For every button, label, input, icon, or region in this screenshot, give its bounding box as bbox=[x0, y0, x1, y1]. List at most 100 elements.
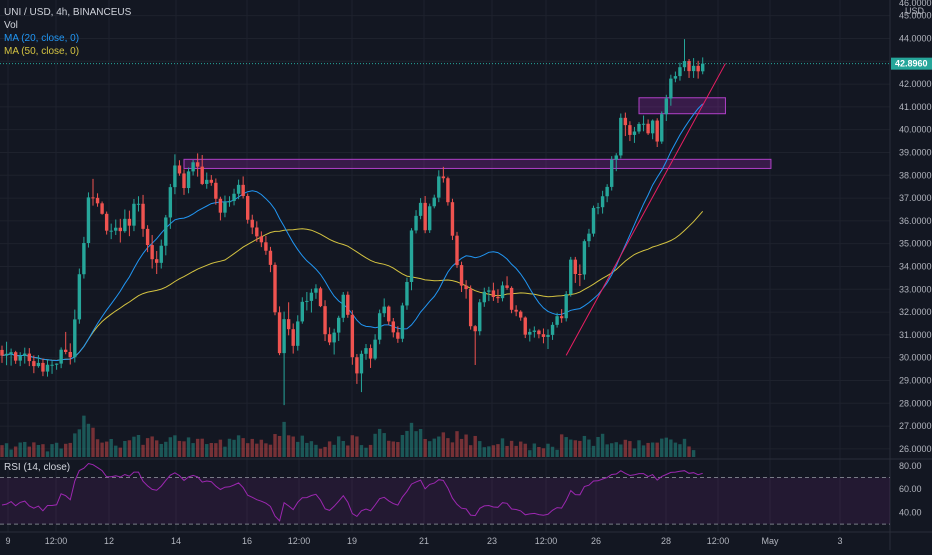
candle-body bbox=[314, 288, 318, 293]
volume-bar bbox=[259, 439, 264, 457]
candle-body bbox=[437, 176, 441, 198]
volume-bar bbox=[582, 435, 587, 457]
volume-bar bbox=[195, 438, 200, 457]
candle-body bbox=[669, 78, 673, 99]
price-tick-label: 41.0000 bbox=[899, 102, 932, 112]
volume-bar bbox=[45, 451, 50, 457]
volume-bar bbox=[669, 439, 673, 457]
time-axis: 9 12:00 12 14 16 12:00 19 21 23 12:00 26 28 12:00 May… bbox=[5, 536, 842, 546]
time-tick-label: 9 bbox=[5, 536, 10, 546]
volume-bar bbox=[232, 439, 236, 457]
volume-bar bbox=[564, 437, 568, 457]
candle-body bbox=[673, 76, 678, 79]
symbol-label[interactable]: UNI / USD, 4h, BINANCEUS bbox=[4, 7, 132, 18]
volume-bar bbox=[332, 444, 336, 457]
volume-bar bbox=[218, 439, 223, 457]
time-tick-label: 19 bbox=[347, 536, 357, 546]
volume-bar bbox=[32, 442, 36, 457]
rsi-legend: RSI (14, close) bbox=[4, 462, 71, 473]
candle-body bbox=[578, 274, 582, 276]
price-axis-unit: USD bbox=[905, 6, 925, 16]
candle-body bbox=[637, 123, 641, 132]
volume-bar bbox=[377, 428, 382, 457]
rsi-tick-label: 40.00 bbox=[899, 508, 922, 518]
volume-bar bbox=[487, 446, 491, 457]
volume-bar bbox=[59, 448, 63, 457]
volume-bar bbox=[428, 441, 432, 457]
volume-bar bbox=[141, 444, 145, 457]
volume-bar bbox=[182, 441, 186, 457]
volume-bar bbox=[318, 448, 323, 457]
candles bbox=[0, 39, 705, 406]
candle-body bbox=[132, 203, 136, 226]
volume-bar bbox=[473, 435, 477, 457]
candle-body bbox=[200, 166, 204, 184]
time-tick-label: 3 bbox=[837, 536, 842, 546]
price-tick-label: 45.0000 bbox=[899, 11, 932, 21]
volume-bar bbox=[432, 438, 436, 457]
volume-bar bbox=[655, 442, 659, 457]
volume-bar bbox=[559, 434, 564, 457]
candle-body bbox=[227, 201, 232, 203]
candle-body bbox=[387, 306, 391, 322]
candle-body bbox=[478, 302, 482, 332]
candle-body bbox=[555, 316, 559, 325]
candle-body bbox=[232, 193, 236, 202]
volume-bar bbox=[519, 441, 523, 457]
volume-bar bbox=[291, 436, 295, 457]
volume-label: Vol bbox=[4, 20, 18, 31]
volume-bar bbox=[478, 441, 482, 457]
candle-body bbox=[505, 285, 509, 288]
volume-bar bbox=[646, 442, 650, 457]
volume-bar bbox=[54, 442, 59, 457]
candle-body bbox=[377, 313, 382, 340]
volume-bar bbox=[82, 415, 86, 457]
candle-body bbox=[318, 288, 323, 307]
candle-body bbox=[418, 202, 423, 216]
candle-body bbox=[100, 203, 104, 214]
candle-body bbox=[186, 171, 191, 189]
volume-bar bbox=[450, 442, 455, 457]
candle-body bbox=[632, 131, 637, 135]
candle-body bbox=[264, 242, 268, 251]
volume-bar bbox=[177, 440, 182, 457]
volume-bar bbox=[95, 439, 100, 457]
candle-body bbox=[428, 206, 432, 231]
time-tick-label: 12:00 bbox=[535, 536, 558, 546]
volume-bar bbox=[150, 436, 154, 457]
volume-bar bbox=[227, 438, 232, 457]
volume-bar bbox=[36, 445, 41, 457]
volume-bar bbox=[614, 442, 618, 457]
volume-bar bbox=[623, 439, 628, 457]
volume-bar bbox=[236, 435, 241, 457]
volume-bar bbox=[541, 448, 546, 457]
volume-bar bbox=[455, 431, 459, 457]
candle-body bbox=[550, 324, 555, 335]
price-tick-label: 29.0000 bbox=[899, 375, 932, 385]
volume-bar bbox=[159, 443, 163, 457]
volume-bar bbox=[459, 438, 464, 457]
volume-bar bbox=[73, 433, 77, 457]
volume-bar bbox=[109, 439, 113, 457]
volume-bar bbox=[532, 443, 537, 457]
candle-body bbox=[573, 259, 577, 275]
candle-body bbox=[359, 353, 364, 374]
candle-body bbox=[273, 264, 277, 313]
candle-body bbox=[296, 321, 300, 346]
candle-body bbox=[54, 363, 59, 365]
candle-body bbox=[646, 123, 650, 134]
volume-bars bbox=[0, 415, 696, 457]
candle-body bbox=[487, 290, 491, 292]
candle-body bbox=[191, 162, 195, 172]
candle-body bbox=[623, 117, 628, 126]
time-tick-label: 14 bbox=[171, 536, 181, 546]
candle-body bbox=[155, 259, 159, 263]
candle-body bbox=[323, 306, 327, 335]
time-tick-label: 12:00 bbox=[707, 536, 730, 546]
volume-bar bbox=[423, 439, 427, 457]
ma50-label: MA (50, close, 0) bbox=[4, 46, 80, 57]
volume-bar bbox=[286, 435, 291, 457]
volume-bar bbox=[255, 443, 259, 457]
